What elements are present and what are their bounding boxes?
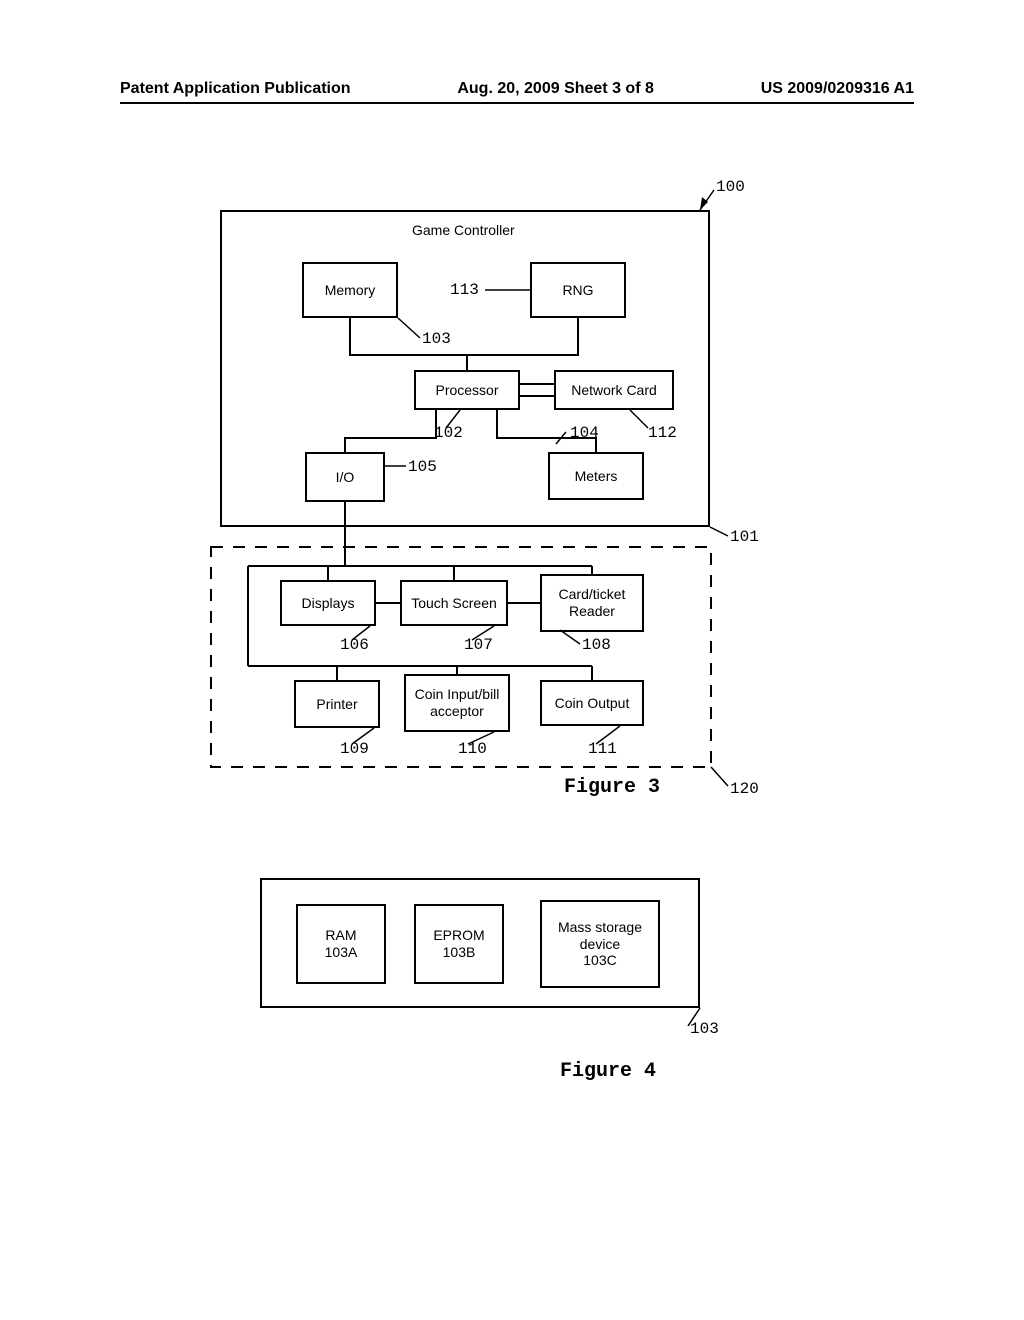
ram-label: RAM 103A — [325, 927, 358, 961]
touch-screen-box: Touch Screen — [400, 580, 508, 626]
rng-box: RNG — [530, 262, 626, 318]
ref-106: 106 — [340, 636, 369, 654]
eprom-label: EPROM 103B — [433, 927, 484, 961]
network-card-label: Network Card — [571, 382, 657, 399]
coin-input-box: Coin Input/bill acceptor — [404, 674, 510, 732]
network-card-box: Network Card — [554, 370, 674, 410]
mass-storage-box: Mass storage device 103C — [540, 900, 660, 988]
connector-overlay — [0, 0, 1024, 1320]
processor-box: Processor — [414, 370, 520, 410]
ram-box: RAM 103A — [296, 904, 386, 984]
header-center: Aug. 20, 2009 Sheet 3 of 8 — [457, 80, 654, 98]
io-label: I/O — [336, 469, 355, 486]
displays-box: Displays — [280, 580, 376, 626]
ref-101: 101 — [730, 528, 759, 546]
displays-label: Displays — [302, 595, 355, 612]
io-box: I/O — [305, 452, 385, 502]
ref-111: 111 — [588, 740, 617, 758]
fig3-caption: Figure 3 — [564, 776, 660, 799]
memory-box: Memory — [302, 262, 398, 318]
ref-105: 105 — [408, 458, 437, 476]
fig3-title: Game Controller — [412, 222, 515, 238]
eprom-box: EPROM 103B — [414, 904, 504, 984]
coin-input-label: Coin Input/bill acceptor — [415, 686, 500, 720]
processor-label: Processor — [435, 382, 498, 399]
ref-104: 104 — [570, 424, 599, 442]
ref-113: 113 — [450, 281, 479, 299]
ref-103: 103 — [422, 330, 451, 348]
fig4-caption: Figure 4 — [560, 1060, 656, 1083]
header-left: Patent Application Publication — [120, 80, 351, 98]
printer-box: Printer — [294, 680, 380, 728]
ref-100: 100 — [716, 178, 745, 196]
ref-110: 110 — [458, 740, 487, 758]
meters-label: Meters — [575, 468, 618, 485]
memory-label: Memory — [325, 282, 376, 299]
mass-storage-label: Mass storage device 103C — [558, 919, 642, 969]
coin-output-label: Coin Output — [555, 695, 630, 712]
ref-107: 107 — [464, 636, 493, 654]
card-reader-label: Card/ticket Reader — [559, 586, 626, 620]
ref-108: 108 — [582, 636, 611, 654]
header-right: US 2009/0209316 A1 — [761, 80, 914, 98]
page-header: Patent Application Publication Aug. 20, … — [120, 80, 914, 104]
printer-label: Printer — [316, 696, 357, 713]
card-reader-box: Card/ticket Reader — [540, 574, 644, 632]
meters-box: Meters — [548, 452, 644, 500]
page: Patent Application Publication Aug. 20, … — [0, 0, 1024, 1320]
fig4-ref-103: 103 — [690, 1020, 719, 1038]
rng-label: RNG — [562, 282, 593, 299]
coin-output-box: Coin Output — [540, 680, 644, 726]
ref-109: 109 — [340, 740, 369, 758]
ref-102: 102 — [434, 424, 463, 442]
touch-screen-label: Touch Screen — [411, 595, 497, 612]
ref-120: 120 — [730, 780, 759, 798]
ref-112: 112 — [648, 424, 677, 442]
